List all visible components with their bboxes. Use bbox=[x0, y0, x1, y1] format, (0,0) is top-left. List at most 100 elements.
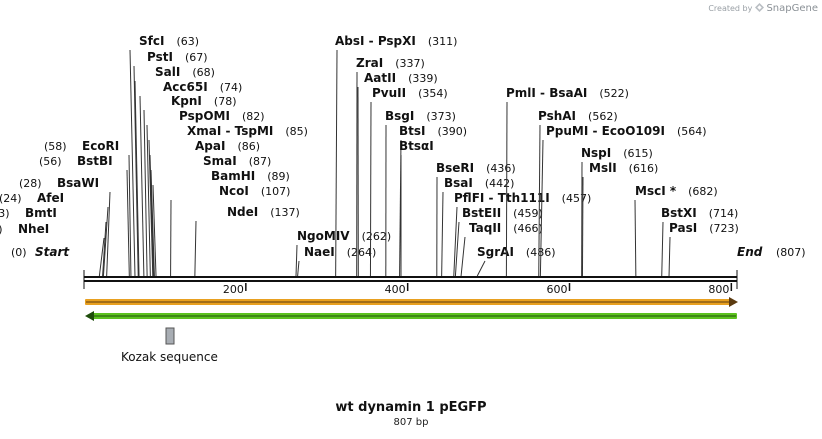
start-position: (0) bbox=[11, 246, 27, 259]
site-taqii[interactable]: TaqII (466) bbox=[460, 221, 543, 277]
site-bsgi[interactable]: BsgI (373) bbox=[385, 109, 456, 277]
site-name: MscI * bbox=[635, 184, 677, 198]
site-name: SgrAI bbox=[477, 245, 514, 259]
site-apai[interactable]: ApaI (86) bbox=[149, 139, 260, 277]
site-acc65i[interactable]: Acc65I (74) bbox=[139, 80, 243, 277]
site-ppumi-ecoo109i[interactable]: PpuMI - EcoO109I (564) bbox=[539, 124, 707, 277]
site-sfci[interactable]: SfcI (63) bbox=[129, 34, 199, 277]
site-name: PvuII bbox=[372, 86, 406, 100]
site-position: (56) bbox=[39, 155, 62, 168]
site-bmti[interactable]: BmtI (23) bbox=[0, 206, 107, 277]
site-name: BtsαI bbox=[399, 139, 434, 153]
site-name: PspOMI bbox=[179, 109, 230, 123]
site-ncoi[interactable]: NcoI (107) bbox=[170, 184, 291, 277]
site-ngomiv[interactable]: NgoMIV (262) bbox=[295, 229, 392, 277]
site-position: (78) bbox=[214, 95, 237, 108]
site-sali[interactable]: SalI (68) bbox=[134, 65, 215, 277]
site-ecori[interactable]: EcoRI (58) bbox=[44, 139, 132, 277]
site-name: PflFI - Tth111I bbox=[454, 191, 550, 205]
site-bstbi[interactable]: BstBI (56) bbox=[39, 154, 130, 277]
site-position: (457) bbox=[562, 192, 592, 205]
site-name: NaeI bbox=[304, 245, 335, 259]
site-sgrai[interactable]: SgrAI (486) bbox=[476, 245, 556, 277]
plasmid-name: wt dynamin 1 pEGFP bbox=[335, 400, 487, 415]
site-name: AfeI bbox=[37, 191, 64, 205]
start-label: Start bbox=[35, 245, 70, 259]
ruler: 200 400 600 800 bbox=[223, 283, 733, 296]
site-smai[interactable]: SmaI (87) bbox=[150, 154, 271, 277]
site-msli[interactable]: MslI (616) bbox=[581, 161, 659, 277]
site-name: ZraI bbox=[356, 56, 383, 70]
site-xmai-tspmi[interactable]: XmaI - TspMI (85) bbox=[148, 124, 308, 277]
site-name: AbsI - PspXI bbox=[335, 34, 416, 48]
site-name: BstEII bbox=[462, 206, 501, 220]
site-name: BseRI bbox=[436, 161, 474, 175]
site-name: BstBI bbox=[77, 154, 113, 168]
site-kpni[interactable]: KpnI (78) bbox=[143, 94, 237, 277]
site-name: ApaI bbox=[195, 139, 225, 153]
site-name: PmlI - BsaAI bbox=[506, 86, 587, 100]
site-name: BsgI bbox=[385, 109, 414, 123]
site-position: (354) bbox=[418, 87, 448, 100]
plasmid-size: 807 bp bbox=[393, 417, 429, 428]
ruler-tick-label: 400 bbox=[385, 283, 406, 296]
site-name: SfcI bbox=[139, 34, 164, 48]
site-name: NgoMIV bbox=[297, 229, 350, 243]
site-bsteii[interactable]: BstEII (459) bbox=[454, 206, 543, 277]
site-position: (522) bbox=[599, 87, 629, 100]
site-nhei[interactable]: NheI (19) bbox=[0, 222, 105, 277]
site-pmli-bsaai[interactable]: PmlI - BsaAI (522) bbox=[505, 86, 629, 277]
site-position: (67) bbox=[185, 51, 208, 64]
site-bts-i[interactable]: BtsαI bbox=[399, 139, 434, 276]
site-position: (564) bbox=[677, 125, 707, 138]
site-position: (339) bbox=[408, 72, 438, 85]
site-psti[interactable]: PstI (67) bbox=[133, 50, 208, 277]
site-msci[interactable]: MscI * (682) bbox=[634, 184, 718, 277]
site-position: (107) bbox=[261, 185, 291, 198]
site-position: (390) bbox=[438, 125, 468, 138]
site-pflfi-tth111i[interactable]: PflFI - Tth111I (457) bbox=[453, 191, 592, 277]
site-position: (459) bbox=[513, 207, 543, 220]
site-pvuii[interactable]: PvuII (354) bbox=[369, 86, 448, 277]
site-pspomi[interactable]: PspOMI (82) bbox=[146, 109, 265, 277]
site-bsawi[interactable]: BsaWI (28) bbox=[19, 176, 111, 277]
egfp-feature-arrow[interactable] bbox=[85, 297, 738, 307]
site-position: (68) bbox=[192, 66, 215, 79]
site-position: (74) bbox=[220, 81, 243, 94]
site-pshai[interactable]: PshAI (562) bbox=[538, 109, 618, 277]
site-position: (714) bbox=[709, 207, 739, 220]
green-feature-arrow[interactable] bbox=[85, 311, 737, 321]
site-position: (311) bbox=[428, 35, 458, 48]
site-bamhi[interactable]: BamHI (89) bbox=[152, 169, 290, 277]
site-position: (58) bbox=[44, 140, 67, 153]
site-position: (337) bbox=[395, 57, 425, 70]
site-afei[interactable]: AfeI (24) bbox=[0, 191, 109, 277]
kozak-sequence-box[interactable] bbox=[165, 327, 175, 345]
site-name: NheI bbox=[18, 222, 49, 236]
site-name: BsaI bbox=[444, 176, 473, 190]
site-absi-pspxi[interactable]: AbsI - PspXI (311) bbox=[335, 34, 458, 277]
site-name: XmaI - TspMI bbox=[187, 124, 273, 138]
site-name: NdeI bbox=[227, 205, 258, 219]
site-position: (24) bbox=[0, 192, 22, 205]
site-name: PpuMI - EcoO109I bbox=[546, 124, 665, 138]
site-pasi[interactable]: PasI (723) bbox=[668, 221, 739, 277]
site-position: (86) bbox=[237, 140, 260, 153]
snapgene-credit: Created by SnapGene bbox=[708, 3, 818, 14]
site-aatii[interactable]: AatII (339) bbox=[357, 71, 438, 277]
site-name: MslI bbox=[589, 161, 617, 175]
site-position: (616) bbox=[629, 162, 659, 175]
site-zrai[interactable]: ZraI (337) bbox=[356, 56, 425, 277]
site-name: PasI bbox=[669, 221, 697, 235]
credit-prefix: Created by bbox=[708, 4, 753, 13]
site-bstxi[interactable]: BstXI (714) bbox=[661, 206, 739, 277]
site-position: (466) bbox=[513, 222, 543, 235]
site-ndei[interactable]: NdeI (137) bbox=[194, 205, 300, 277]
snapgene-logo-icon bbox=[754, 3, 767, 13]
site-position: (82) bbox=[242, 110, 265, 123]
site-nspi[interactable]: NspI (615) bbox=[581, 146, 653, 277]
site-naei[interactable]: NaeI (264) bbox=[297, 245, 377, 277]
site-position: (262) bbox=[362, 230, 392, 243]
site-bseri[interactable]: BseRI (436) bbox=[436, 161, 516, 277]
end-label: End bbox=[737, 245, 763, 259]
